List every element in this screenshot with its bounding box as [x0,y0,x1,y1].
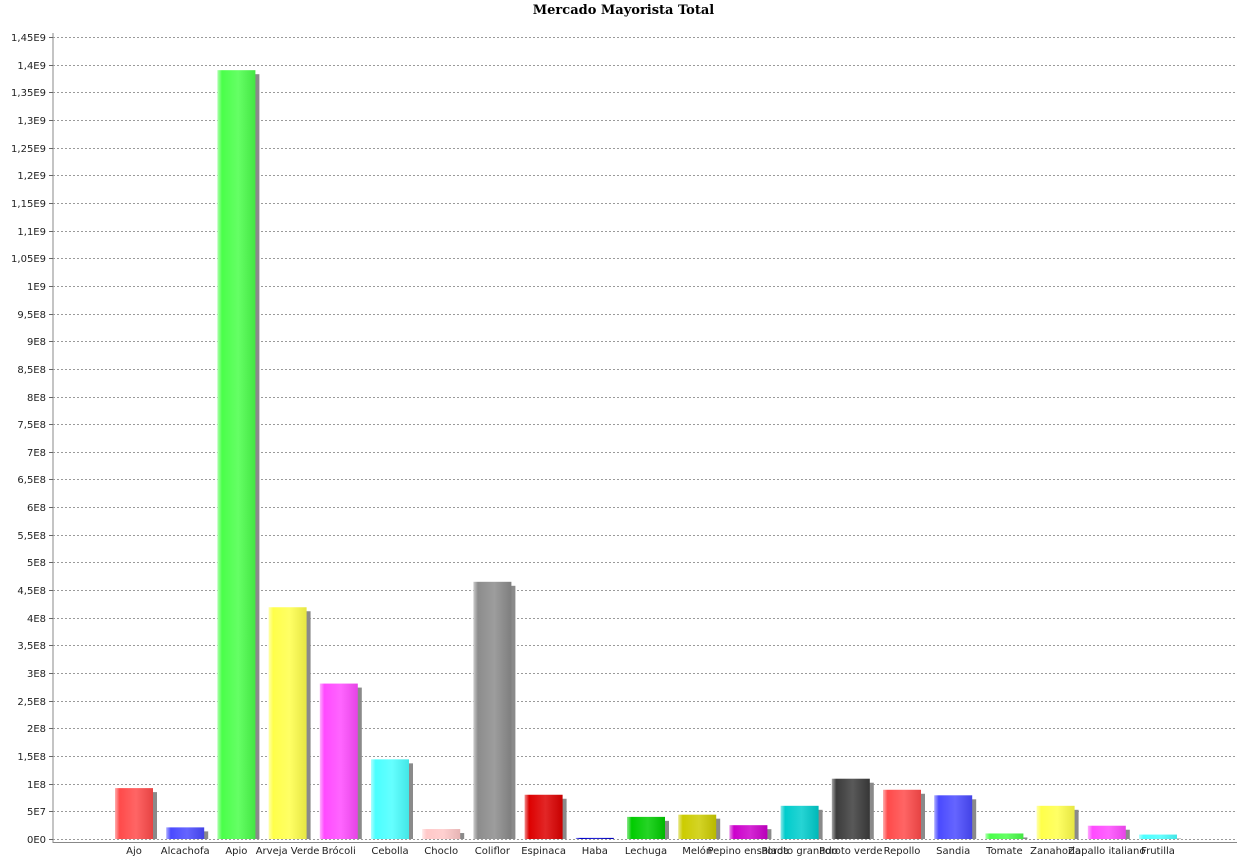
y-tick-label: 3E8 [27,669,46,680]
x-axis-labels: Ajo Alcachofa Apio Arveja Verde Brócoli Cebol… [126,845,1175,857]
bar-brócoli[interactable] [319,683,358,839]
x-tick-label: Repollo [884,846,921,857]
y-tick-label: 4,5E8 [17,586,46,597]
y-tick-label: 1,4E9 [17,61,46,72]
y-tick-label: 5E7 [27,807,46,818]
bar-pepino-ensalada[interactable] [729,825,768,839]
x-tick-label: Tomate [985,846,1022,857]
y-tick-label: 1,2E9 [17,171,46,182]
bar-frutilla[interactable] [1139,834,1177,839]
y-tick-label: 2E8 [27,724,46,735]
bar-melón[interactable] [678,814,717,839]
y-tick-label: 1,5E8 [17,752,46,763]
bars [115,70,1181,839]
x-tick-label: Zapallo italiano [1068,846,1145,857]
bar-alcachofa[interactable] [166,827,205,839]
bar-lechuga[interactable] [627,816,665,839]
y-tick-label: 1,3E9 [17,116,46,127]
y-tick-label: 6E8 [27,503,46,514]
bar-repollo[interactable] [883,789,921,839]
y-tick-label: 9,5E8 [17,310,46,321]
y-tick-label: 2,5E8 [17,697,46,708]
bar-coliflor[interactable] [473,581,512,839]
x-tick-label: Alcachofa [161,846,210,857]
x-tick-label: Arveja Verde [256,846,320,857]
x-tick-label: Pepino ensalada [708,846,790,857]
bar-apio[interactable] [217,70,256,839]
x-tick-label: Poroto verde [819,846,883,857]
y-tick-label: 7E8 [27,448,46,459]
y-tick-label: 5E8 [27,558,46,569]
bar-arveja-verde[interactable] [268,607,307,839]
bar-espinaca[interactable] [524,794,563,839]
y-tick-label: 8E8 [27,393,46,404]
x-tick-label: Poroto granado [761,846,838,857]
x-tick-label: Coliflor [475,846,511,857]
x-tick-label: Frutilla [1141,846,1175,857]
y-tick-label: 7,5E8 [17,420,46,431]
bar-zanahoria[interactable] [1036,805,1075,839]
y-tick-label: 6,5E8 [17,475,46,486]
y-tick-label: 9E8 [27,337,46,348]
x-tick-label: Brócoli [322,845,356,857]
y-tick-label: 1,45E9 [11,33,46,44]
x-tick-label: Apio [225,846,247,857]
y-tick-label: 1,25E9 [11,144,46,155]
bar-poroto-granado[interactable] [780,805,819,839]
bar-sandia[interactable] [934,795,973,839]
y-tick-label: 1E9 [27,282,46,293]
bar-haba[interactable] [575,837,614,839]
bar-zapallo-italiano[interactable] [1087,825,1126,839]
x-tick-label: Zanahoria [1030,846,1081,857]
chart-title: Mercado Mayorista Total [532,3,715,18]
y-tick-label: 1,1E9 [17,227,46,238]
bar-tomate[interactable] [985,833,1024,839]
bar-ajo[interactable] [115,788,153,839]
x-tick-label: Choclo [424,846,458,857]
x-tick-label: Espinaca [521,846,566,857]
y-tick-label: 4E8 [27,614,46,625]
bar-choclo[interactable] [422,829,461,839]
bar-cebolla[interactable] [371,759,409,839]
y-tick-label: 3,5E8 [17,641,46,652]
y-tick-label: 1E8 [27,780,46,791]
x-tick-label: Ajo [126,846,142,857]
y-tick-label: 0E0 [27,835,46,846]
x-tick-label: Lechuga [625,846,667,857]
y-tick-label: 1,15E9 [11,199,46,210]
y-tick-label: 1,35E9 [11,88,46,99]
bar-poroto-verde[interactable] [831,778,870,839]
y-tick-label: 8,5E8 [17,365,46,376]
x-tick-label: Melón [682,845,712,857]
y-tick-label: 5,5E8 [17,531,46,542]
x-tick-label: Sandia [936,846,970,857]
x-tick-label: Cebolla [371,846,408,857]
y-tick-label: 1,05E9 [11,254,46,265]
y-axis-ticks: 0E0 5E7 1E8 1,5E8 2E8 2,5E8 3E8 3,5E8 4E8 4,5E8 5E… [11,33,53,846]
x-tick-label: Haba [582,846,608,857]
